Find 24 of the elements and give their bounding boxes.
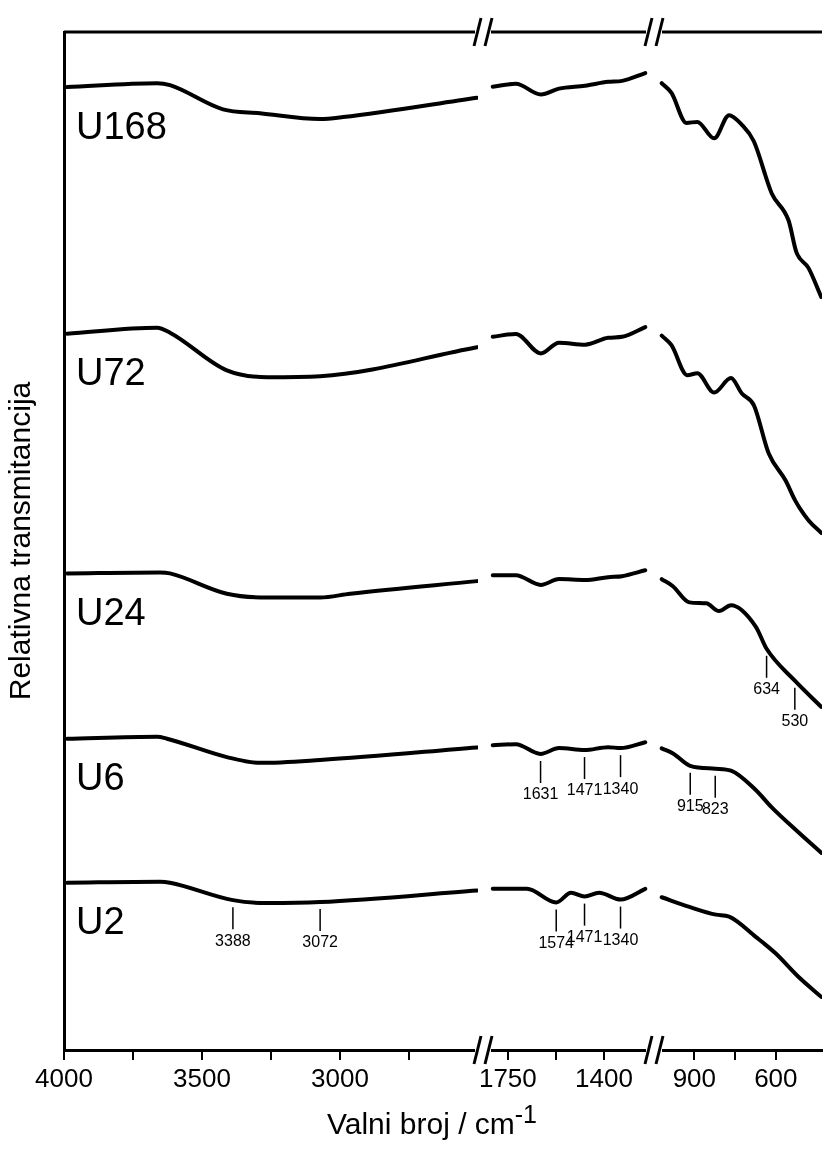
annotation: 1471 (566, 781, 603, 799)
x-tick-label: 1750 (478, 1062, 537, 1093)
annotation: 1340 (602, 779, 639, 797)
annotation: 1340 (602, 930, 639, 948)
series-label: U72 (76, 351, 146, 394)
x-tick-label: 3500 (173, 1062, 231, 1093)
series-label: U2 (76, 900, 125, 943)
series-label: U168 (76, 104, 167, 147)
annotation: 823 (701, 800, 729, 818)
x-tick-label: 3000 (311, 1062, 369, 1093)
x-axis-title: Valni broj / cm$^{-1}$ (325, 1100, 539, 1141)
annotation: 3072 (302, 933, 339, 951)
y-axis-title: Relativna transmitancija (3, 381, 37, 701)
series-label: U24 (76, 590, 146, 633)
x-tick-label: 600 (754, 1062, 798, 1093)
annotation: 530 (781, 712, 809, 730)
x-tick-label: 4000 (35, 1062, 93, 1093)
x-tick-label: 900 (672, 1062, 717, 1093)
annotation: 1631 (522, 785, 559, 803)
x-tick-label: 1400 (575, 1062, 633, 1093)
series-label: U6 (76, 756, 125, 799)
annotation: 3388 (215, 931, 251, 949)
annotation: 634 (753, 680, 781, 698)
annotation: 915 (676, 797, 704, 815)
